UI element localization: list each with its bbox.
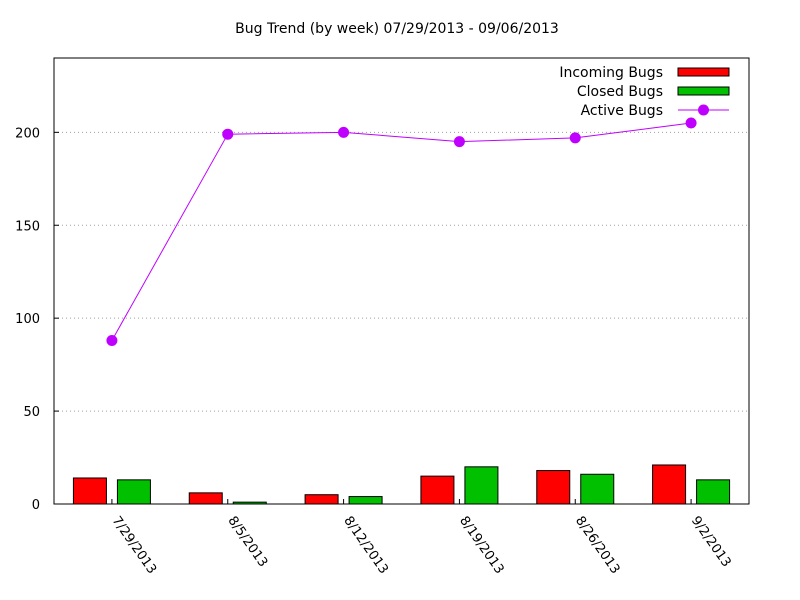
active-bugs-point <box>453 136 465 148</box>
x-tick-label: 8/19/2013 <box>456 514 507 577</box>
x-tick-label: 9/2/2013 <box>688 514 734 570</box>
active-bugs-point <box>685 117 697 129</box>
x-tick-label: 8/5/2013 <box>224 514 270 570</box>
closed-bugs-bar <box>580 473 615 505</box>
incoming-bugs-bar <box>536 470 571 505</box>
y-tick-label: 0 <box>32 498 40 513</box>
closed-bugs-bar <box>696 479 731 505</box>
active-bugs-polyline <box>111 122 692 341</box>
y-tick-label: 200 <box>15 126 40 141</box>
closed-bugs-bar <box>464 466 499 505</box>
x-tick-label: 8/12/2013 <box>340 514 391 577</box>
active-bugs-point <box>106 334 118 346</box>
active-bugs-point <box>338 126 350 138</box>
legend-swatch <box>677 67 730 77</box>
legend-swatch <box>677 86 730 96</box>
incoming-bugs-bar <box>188 492 223 505</box>
bars <box>72 464 731 505</box>
incoming-bugs-bar <box>420 475 455 505</box>
active-bugs-line <box>106 117 697 346</box>
x-tick-label: 7/29/2013 <box>109 514 160 577</box>
legend-label: Active Bugs <box>581 103 663 119</box>
x-tick-label: 8/26/2013 <box>572 514 623 577</box>
closed-bugs-bar <box>116 479 151 505</box>
legend-swatch-marker <box>698 104 709 116</box>
y-tick-label: 50 <box>23 405 40 420</box>
chart-title: Bug Trend (by week) 07/29/2013 - 09/06/2… <box>235 21 559 37</box>
incoming-bugs-bar <box>304 494 339 505</box>
active-bugs-point <box>569 132 581 144</box>
closed-bugs-bar <box>348 496 383 505</box>
y-axis: 0 50 100 150 200 <box>15 126 59 513</box>
grid-lines <box>54 131 749 412</box>
legend-label: Incoming Bugs <box>559 65 663 81</box>
x-axis: 7/29/2013 8/5/2013 8/12/2013 8/19/2013 8/26/… <box>109 499 734 577</box>
y-tick-label: 150 <box>15 219 40 234</box>
active-bugs-point <box>222 128 234 140</box>
legend-label: Closed Bugs <box>577 84 663 100</box>
incoming-bugs-bar <box>652 464 687 505</box>
incoming-bugs-bar <box>72 477 107 505</box>
legend: Incoming Bugs Closed Bugs Active Bugs <box>559 65 730 119</box>
y-tick-label: 100 <box>15 312 40 327</box>
plot-frame <box>53 57 750 505</box>
